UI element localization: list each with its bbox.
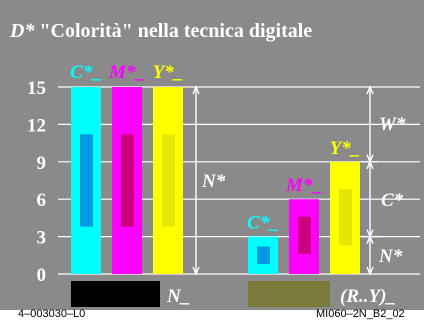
annotation-w: W*: [379, 114, 406, 135]
footer-left: 4–003030–L0: [18, 308, 86, 320]
bracket-arrow: [366, 85, 374, 95]
swatch-label: (R..Y)_: [340, 286, 396, 307]
y-tick-labels: 0 3 6 9 12 15: [27, 78, 46, 286]
bar-label: Y*_: [330, 138, 361, 159]
bar-label: C*_: [247, 213, 279, 234]
brackets: N* W* C* N*: [192, 85, 406, 276]
bar-label: Y*_: [153, 62, 184, 83]
bracket-arrow: [192, 85, 200, 95]
bar-inner: [162, 134, 175, 227]
footer-right: MI060–2N_B2_02: [316, 308, 405, 320]
bar-inner: [80, 134, 93, 227]
bracket-arrow: [366, 160, 374, 170]
bar-label: M*_: [285, 175, 322, 196]
title-prefix: D*: [10, 20, 35, 42]
bar-inner: [339, 189, 352, 246]
bracket-arrow: [366, 234, 374, 244]
bar-label: C*_: [70, 62, 102, 83]
bar-labels: C*_ M*_ Y*_ C*_ M*_ Y*_: [70, 62, 360, 234]
bar-inner: [257, 246, 270, 265]
bar-label: M*_: [108, 62, 145, 83]
bars: [71, 87, 360, 274]
swatch-label: N_: [166, 286, 190, 307]
annotation-right-n: N*: [378, 246, 403, 267]
bracket-arrow: [366, 266, 374, 276]
swatch-olive: [248, 281, 330, 307]
y-tick-label: 6: [37, 190, 47, 211]
bracket-arrow: [192, 266, 200, 276]
title-text: "Colorità" nella tecnica digitale: [39, 20, 313, 42]
annotation-left-n: N*: [201, 171, 226, 192]
bar-inner: [121, 134, 134, 227]
chart-title: D* "Colorità" nella tecnica digitale: [10, 20, 312, 43]
swatches: N_ (R..Y)_: [71, 281, 396, 307]
y-tick-label: 0: [37, 265, 47, 286]
y-tick-label: 12: [27, 115, 46, 136]
y-tick-label: 9: [37, 153, 47, 174]
bar-inner: [298, 216, 311, 255]
y-tick-label: 15: [27, 78, 46, 99]
swatch-black: [71, 281, 160, 307]
annotation-c: C*: [381, 190, 404, 211]
y-tick-label: 3: [37, 228, 47, 249]
